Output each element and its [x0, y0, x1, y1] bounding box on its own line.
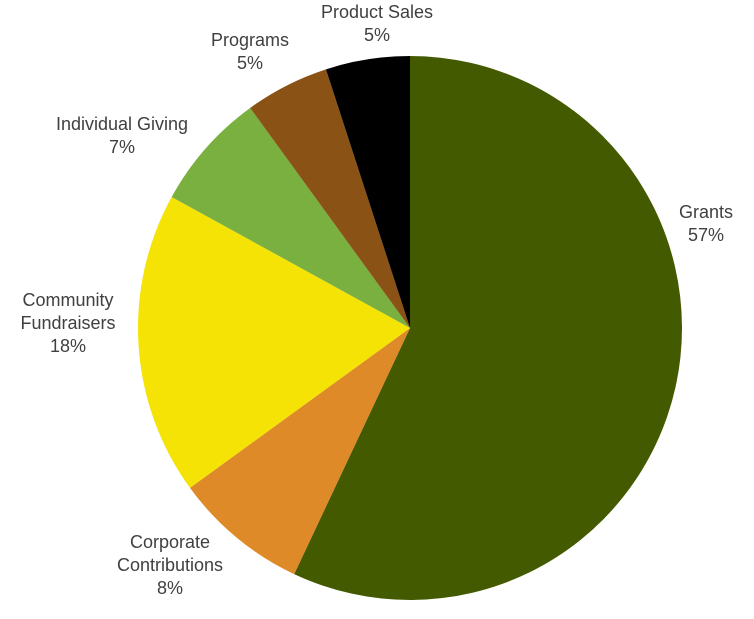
data-label-corporate-contributions: Corporate Contributions 8%	[117, 532, 223, 598]
pie-labels: Grants 57% Corporate Contributions 8% Communi…	[20, 2, 733, 598]
data-label-grants: Grants 57%	[679, 202, 733, 245]
pie-slice-individual-giving	[171, 107, 410, 328]
data-label-product-sales: Product Sales 5%	[321, 2, 433, 45]
pie-slice-corporate-contributions	[189, 328, 410, 575]
pie-slice-product-sales	[325, 56, 410, 328]
data-label-individual-giving: Individual Giving 7%	[56, 114, 188, 157]
data-label-community-fundraisers: Community Fundraisers 18%	[20, 290, 115, 356]
data-label-programs: Programs 5%	[211, 30, 289, 73]
pie-slice-programs	[250, 69, 410, 329]
pie-slice-grants	[294, 56, 682, 601]
pie-slice-community-fundraisers	[137, 196, 410, 488]
pie-slices	[137, 56, 682, 601]
